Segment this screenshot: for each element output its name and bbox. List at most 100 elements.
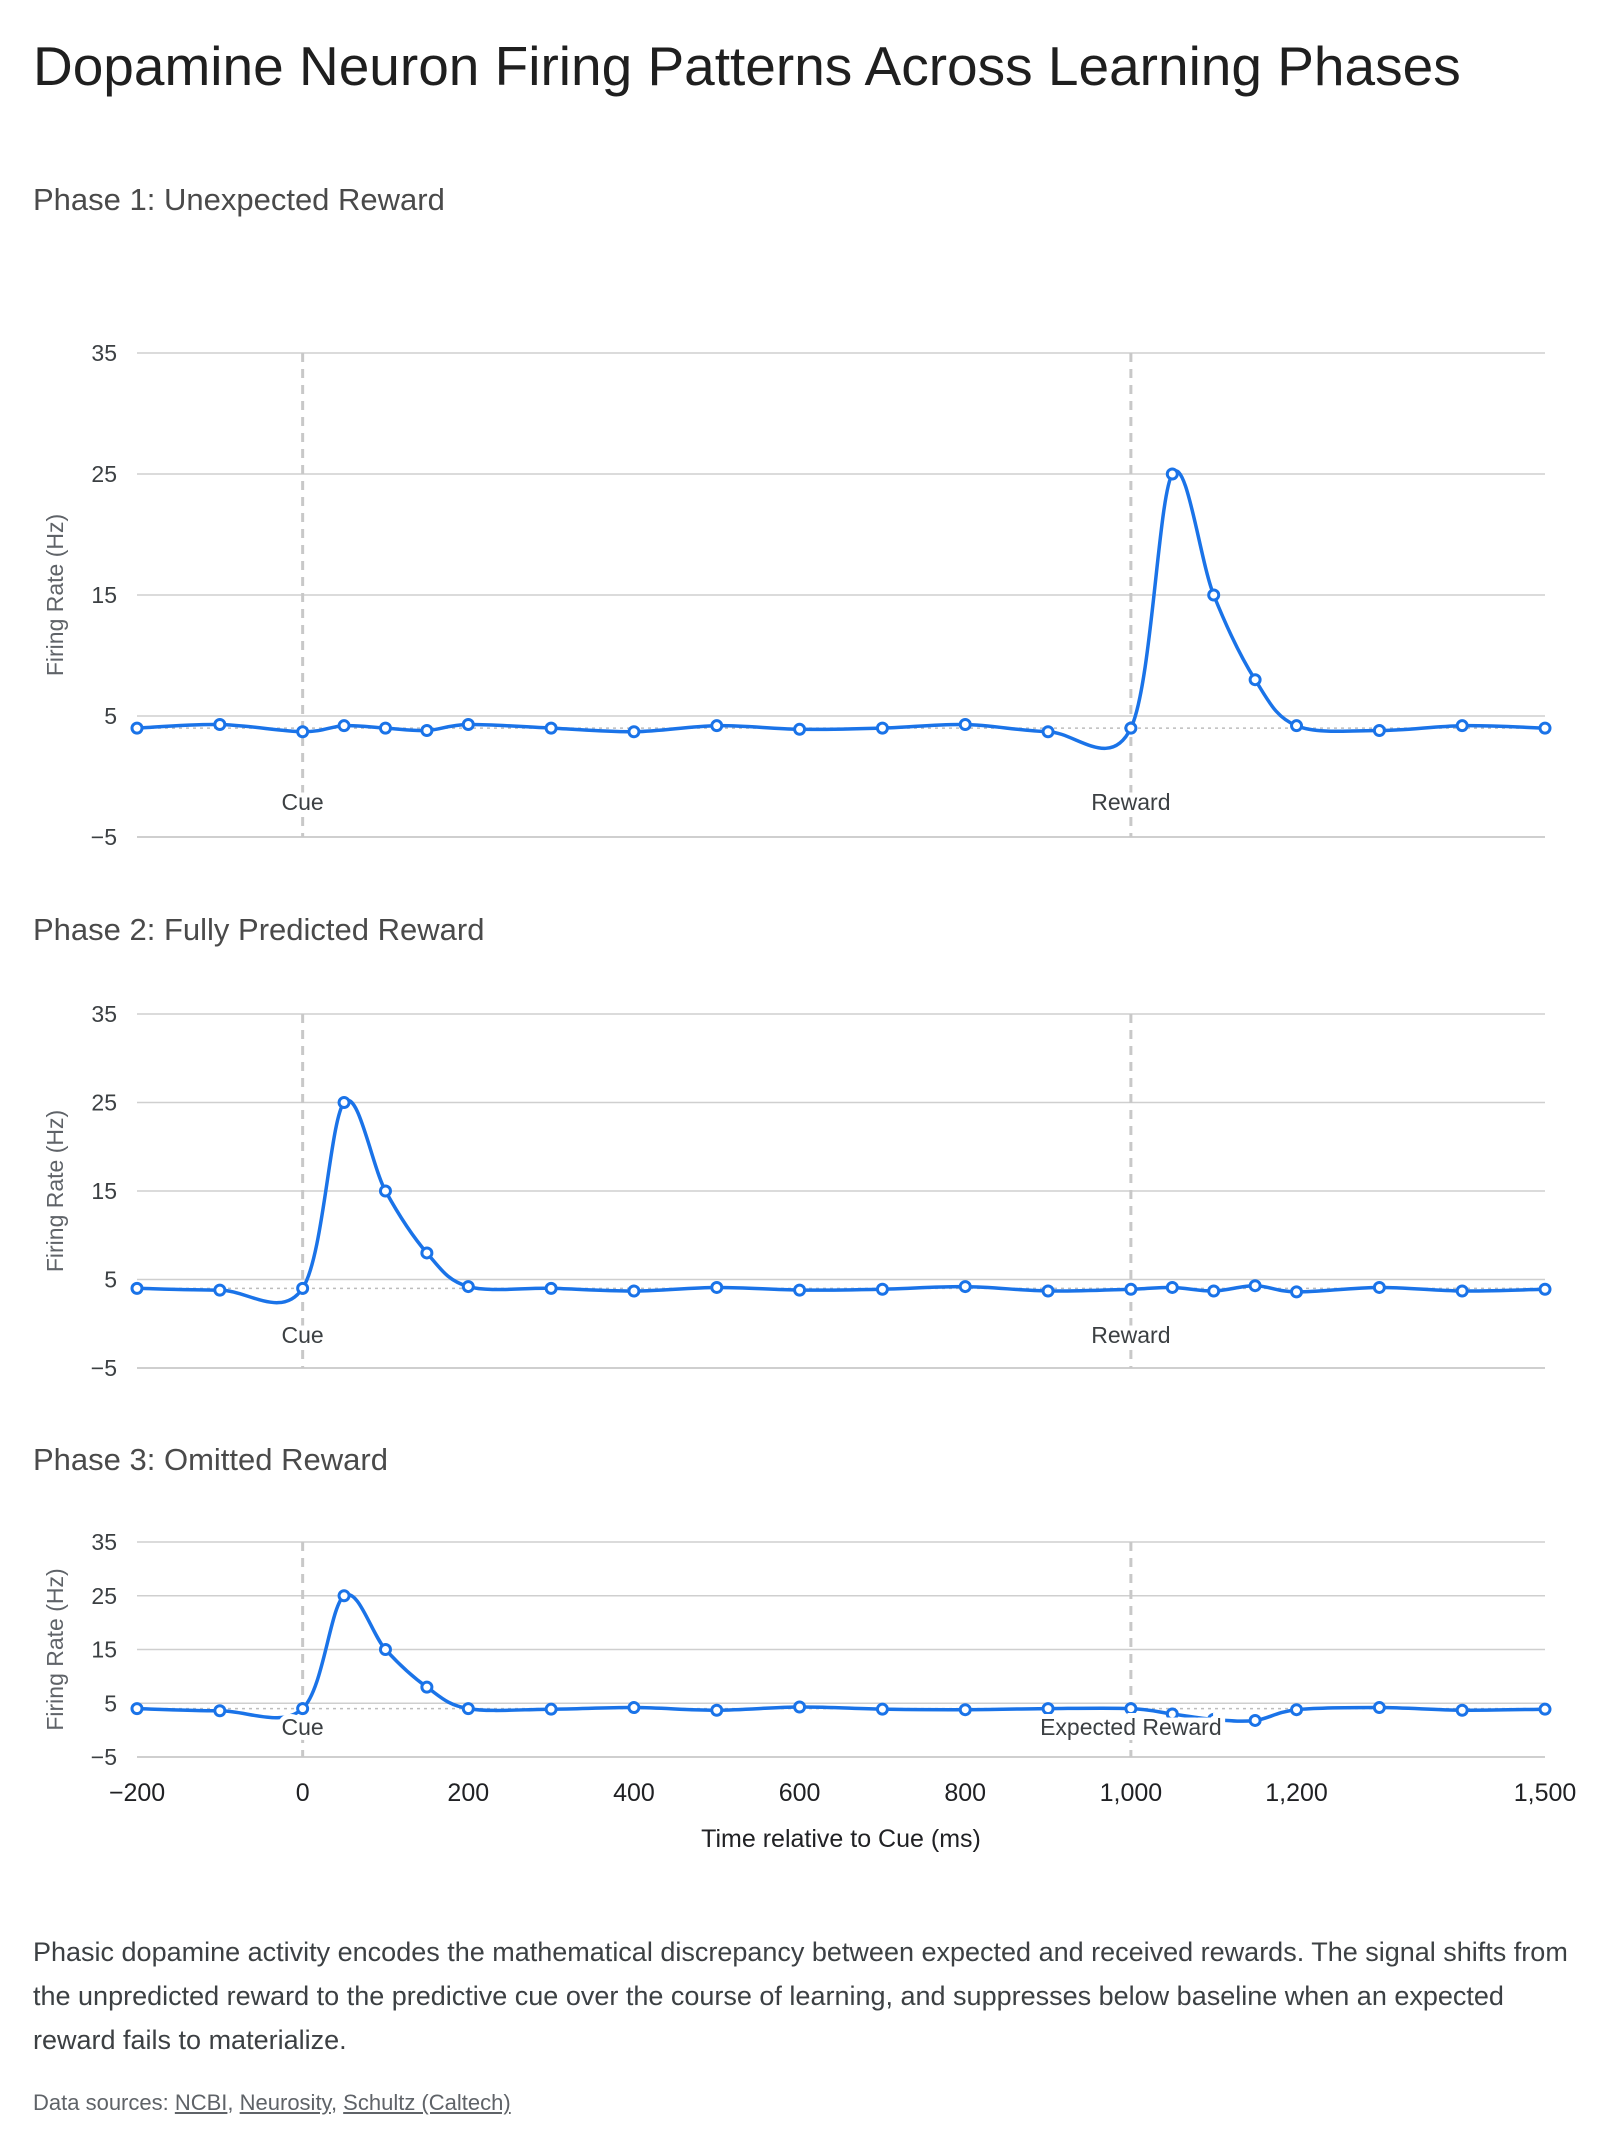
phase-2-data-point bbox=[213, 1283, 227, 1297]
phase-1-y-axis-title: Firing Rate (Hz) bbox=[42, 514, 68, 676]
phase-1-data-point bbox=[1248, 673, 1262, 687]
phase-3-y-tick-label: 5 bbox=[104, 1690, 117, 1716]
phase-2-data-point bbox=[337, 1096, 351, 1109]
phase-3-y-tick-label: 25 bbox=[91, 1583, 117, 1609]
source-link-schultz[interactable]: Schultz (Caltech) bbox=[343, 2090, 511, 2115]
phase-3-y-axis-title: Firing Rate (Hz) bbox=[42, 1568, 68, 1730]
phase-2-data-point bbox=[958, 1280, 972, 1294]
phase-2-data-point bbox=[627, 1284, 641, 1298]
phase-1-series-line bbox=[136, 469, 1546, 751]
phase-1-data-point bbox=[461, 717, 475, 731]
phase-2-data-point bbox=[793, 1283, 807, 1297]
phase-2-marker-label: Cue bbox=[282, 1322, 324, 1348]
phase-2-data-point bbox=[378, 1184, 392, 1198]
phase-3-data-point bbox=[627, 1701, 641, 1715]
phase-3-data-point bbox=[1372, 1701, 1386, 1715]
phase-3-x-tick-label: 0 bbox=[296, 1779, 310, 1807]
phase-2-data-point bbox=[1538, 1282, 1552, 1296]
phase-3-y-tick-label: −5 bbox=[91, 1744, 117, 1770]
phase-1-data-point bbox=[544, 721, 558, 735]
phase-3-data-point bbox=[1455, 1703, 1469, 1717]
phase-3-x-tick-label: 1,200 bbox=[1265, 1779, 1328, 1807]
phase-2-data-point bbox=[1455, 1284, 1469, 1298]
phase-1-data-point bbox=[213, 717, 227, 731]
phase-1-data-point bbox=[378, 721, 392, 735]
phase-2-data-point bbox=[544, 1281, 558, 1295]
phase-2-data-point bbox=[875, 1282, 889, 1296]
phase-1-data-point bbox=[130, 721, 144, 735]
phase-3-data-point bbox=[130, 1702, 144, 1716]
phase-1-data-point bbox=[793, 722, 807, 736]
phase-3-data-point bbox=[1207, 1712, 1221, 1726]
phase-3-x-tick-label: 400 bbox=[613, 1779, 655, 1807]
phase-1-data-point bbox=[1165, 467, 1179, 481]
phase-3-x-tick-label: 600 bbox=[779, 1779, 821, 1807]
source-link-neurosity[interactable]: Neurosity bbox=[239, 2090, 331, 2115]
phase-3-data-point bbox=[337, 1589, 351, 1603]
phase-3-data-point bbox=[1290, 1703, 1304, 1717]
phase-3-data-point bbox=[544, 1702, 558, 1716]
phase-3-data-point bbox=[958, 1703, 972, 1717]
phase-1-data-point bbox=[710, 719, 724, 733]
phase-1-data-point bbox=[1538, 721, 1552, 735]
phase-2-data-point bbox=[1124, 1282, 1138, 1296]
phase-3-data-point bbox=[213, 1704, 227, 1718]
phase-3-title: Phase 3: Omitted Reward bbox=[33, 1442, 388, 1477]
phase-3-x-tick-label: −200 bbox=[109, 1779, 165, 1807]
phase-3-x-tick-label: 200 bbox=[447, 1779, 489, 1807]
phase-1-data-point bbox=[1290, 719, 1304, 733]
phase-3-data-point bbox=[378, 1643, 392, 1656]
phase-3-data-point bbox=[420, 1680, 434, 1694]
phase-3-data-point bbox=[875, 1702, 889, 1716]
source-link-ncbi[interactable]: NCBI bbox=[174, 2090, 228, 2115]
sources-prefix: Data sources: bbox=[33, 2090, 175, 2115]
phase-3-x-tick-label: 1,500 bbox=[1514, 1779, 1577, 1807]
charts-svg: −5 5 15 25 35 Firing Rate (Hz) Cue Reward −5 5 15 2… bbox=[42, 340, 1577, 1853]
phase-1-marker-label: Reward bbox=[1091, 789, 1170, 815]
phase-2-data-point bbox=[420, 1246, 434, 1260]
phase-3-x-tick-label: 800 bbox=[944, 1779, 986, 1807]
phase-1-data-point bbox=[1455, 719, 1469, 733]
phase-3-data-point bbox=[1248, 1713, 1262, 1727]
phase-3-data-point bbox=[296, 1702, 310, 1716]
phase-1-data-point bbox=[1372, 724, 1386, 738]
sources-separator: , bbox=[227, 2090, 240, 2115]
phase-1-data-point bbox=[1124, 721, 1138, 735]
phase-2-data-point bbox=[1248, 1279, 1262, 1293]
phase-3-marker-label: Expected Reward bbox=[1040, 1714, 1222, 1740]
phase-1-y-tick-label: −5 bbox=[91, 824, 117, 850]
phase-3-data-point bbox=[1124, 1702, 1138, 1716]
sources-separator: , bbox=[330, 2090, 344, 2115]
phase-3-data-point bbox=[1538, 1702, 1552, 1716]
phase-1-data-point bbox=[875, 721, 889, 735]
phase-2-title: Phase 2: Fully Predicted Reward bbox=[33, 912, 485, 947]
phase-1-data-point bbox=[1207, 588, 1221, 602]
phase-2-data-point bbox=[710, 1280, 724, 1294]
phase-2-data-point bbox=[1041, 1284, 1055, 1298]
phase-2-y-tick-label: 15 bbox=[91, 1178, 117, 1204]
phase-3-x-tick-label: 1,000 bbox=[1100, 1779, 1163, 1807]
phase-1-y-tick-label: 5 bbox=[104, 703, 117, 729]
phase-1-data-point bbox=[1041, 725, 1055, 739]
phase-2-series-line bbox=[136, 1098, 1546, 1305]
caption: Phasic dopamine activity encodes the mat… bbox=[33, 1937, 1568, 2055]
phase-2-data-point bbox=[1207, 1284, 1221, 1298]
data-sources: Data sources: NCBI, Neurosity, Schultz (… bbox=[33, 2090, 511, 2116]
phase-1-marker-label: Cue bbox=[282, 789, 324, 815]
phase-2-data-point bbox=[1165, 1280, 1179, 1294]
phase-3-data-point bbox=[793, 1700, 807, 1714]
phase-3-data-point bbox=[1165, 1707, 1179, 1721]
phase-1-y-tick-label: 35 bbox=[91, 340, 117, 366]
phase-2-marker-label: Reward bbox=[1091, 1322, 1170, 1348]
phase-2-y-tick-label: 5 bbox=[104, 1267, 117, 1293]
phase-3-data-point bbox=[461, 1702, 475, 1716]
phase-3-series-line bbox=[136, 1592, 1546, 1723]
phase-1-title: Phase 1: Unexpected Reward bbox=[33, 182, 445, 217]
phase-2-data-point bbox=[296, 1281, 310, 1295]
phase-2-data-point bbox=[1372, 1280, 1386, 1294]
phase-1-data-point bbox=[958, 717, 972, 731]
phase-1-y-tick-label: 25 bbox=[91, 461, 117, 487]
phase-1-data-point bbox=[337, 719, 351, 733]
phase-3-y-tick-label: 35 bbox=[91, 1529, 117, 1555]
